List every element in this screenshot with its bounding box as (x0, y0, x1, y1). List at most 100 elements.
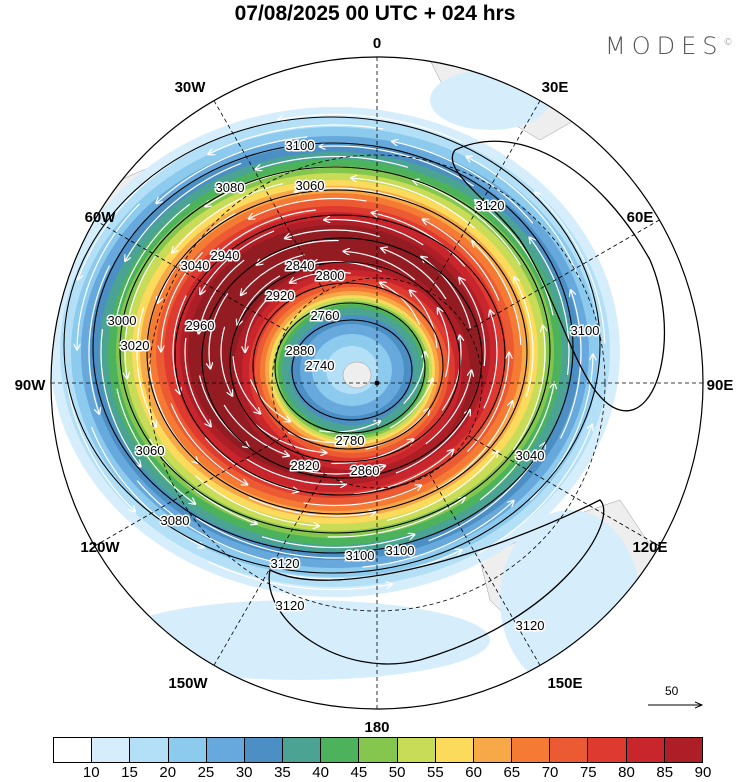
colorbar-label: 70 (541, 764, 559, 781)
streamline (392, 141, 534, 224)
streamline (466, 157, 580, 278)
contour-line (229, 261, 461, 463)
streamline (303, 485, 422, 507)
colorbar-label: 75 (579, 764, 597, 781)
colorbar-label: 60 (465, 764, 482, 781)
streamline (372, 213, 466, 267)
streamline (278, 113, 462, 143)
streamline (184, 337, 211, 426)
streamline (395, 410, 470, 474)
streamline (136, 480, 278, 563)
colorbar-swatch (473, 738, 513, 762)
streamline (421, 257, 471, 329)
streamline (116, 388, 195, 504)
streamline (285, 229, 380, 238)
contour-label: 2780 (336, 433, 365, 448)
colorbar-swatch (550, 738, 589, 762)
streamline (331, 439, 413, 465)
contour-line (174, 214, 506, 496)
streamline (380, 283, 421, 326)
colorbar-label: 85 (656, 764, 674, 781)
streamline (199, 259, 245, 333)
streamline (209, 124, 384, 154)
streamline (290, 271, 351, 283)
streamline (389, 379, 432, 429)
colorbar-swatch (54, 738, 93, 762)
meridian-label: 30W (175, 79, 207, 96)
contour-label: 3000 (108, 313, 137, 328)
streamline (512, 326, 545, 451)
contour-label: 3060 (136, 443, 165, 458)
streamline (195, 517, 350, 558)
streamline (217, 209, 316, 254)
contour-label: 2800 (316, 268, 345, 283)
contour-line (146, 189, 528, 515)
streamline (467, 353, 509, 452)
colorbar-label: 30 (235, 764, 253, 781)
colorbar-swatch (626, 738, 665, 762)
contour-line (268, 499, 605, 665)
modes-logo: MODES© (605, 32, 732, 60)
meridian-label: 90W (15, 377, 47, 394)
streamline (351, 178, 475, 229)
streamline (249, 197, 367, 219)
contour-line (252, 282, 444, 450)
contour-label: 3120 (276, 598, 305, 613)
streamline (209, 293, 229, 368)
contour-label: 3060 (296, 178, 325, 193)
streamline (136, 307, 156, 426)
streamline (434, 401, 513, 492)
streamline (77, 203, 140, 350)
reference-vector-label: 50 (665, 684, 679, 698)
streamline (381, 248, 447, 300)
meridian-label: 30E (542, 79, 569, 96)
colorbar-swatch (588, 738, 627, 762)
contour-label: 3100 (386, 543, 415, 558)
streamline (249, 378, 290, 421)
contour-label: 3080 (161, 513, 190, 528)
colorbar-swatch (435, 738, 474, 762)
streamline (125, 253, 158, 378)
streamline (208, 561, 392, 591)
colorbar-swatch (130, 738, 169, 762)
streamline (170, 403, 247, 484)
streamline (220, 326, 232, 396)
contour-label: 3020 (121, 338, 150, 353)
map-title: 07/08/2025 00 UTC + 024 hrs (234, 2, 516, 25)
colorbar-swatch (92, 738, 131, 762)
meridian-label: 60E (627, 209, 654, 226)
colorbar-label: 10 (82, 764, 100, 781)
streamline (257, 239, 339, 265)
streamline (425, 371, 472, 445)
meridian-label: 180 (364, 719, 389, 736)
contour-label: 2920 (266, 288, 295, 303)
streamline (413, 180, 521, 266)
streamline (423, 219, 500, 301)
colorbar-label: 50 (388, 764, 406, 781)
height-contours (63, 116, 666, 665)
meridian-label: 60W (85, 209, 117, 226)
streamline (149, 438, 257, 524)
colorbar-swatch (244, 738, 284, 762)
graticule (51, 57, 703, 709)
contour-label: 2860 (351, 463, 380, 478)
colorbar-label: 35 (274, 764, 291, 781)
streamline (246, 458, 346, 484)
contour-label: 3120 (516, 618, 545, 633)
streamline (459, 278, 486, 367)
colorbar-label: 20 (159, 764, 177, 781)
contour-label: 3120 (476, 198, 505, 213)
streamline (88, 265, 111, 413)
streamline (156, 136, 308, 203)
colorbar-label: 45 (350, 764, 368, 781)
streamline (245, 300, 267, 352)
colorbar-swatch (512, 738, 551, 762)
contour-line (119, 166, 551, 534)
streamline (161, 252, 203, 351)
contour-label: 2880 (286, 343, 315, 358)
streamline (483, 311, 498, 409)
colorbar-swatch (206, 738, 245, 762)
logo-mark: © (723, 38, 733, 48)
streamline (248, 496, 375, 516)
colorbar-swatch (168, 738, 207, 762)
